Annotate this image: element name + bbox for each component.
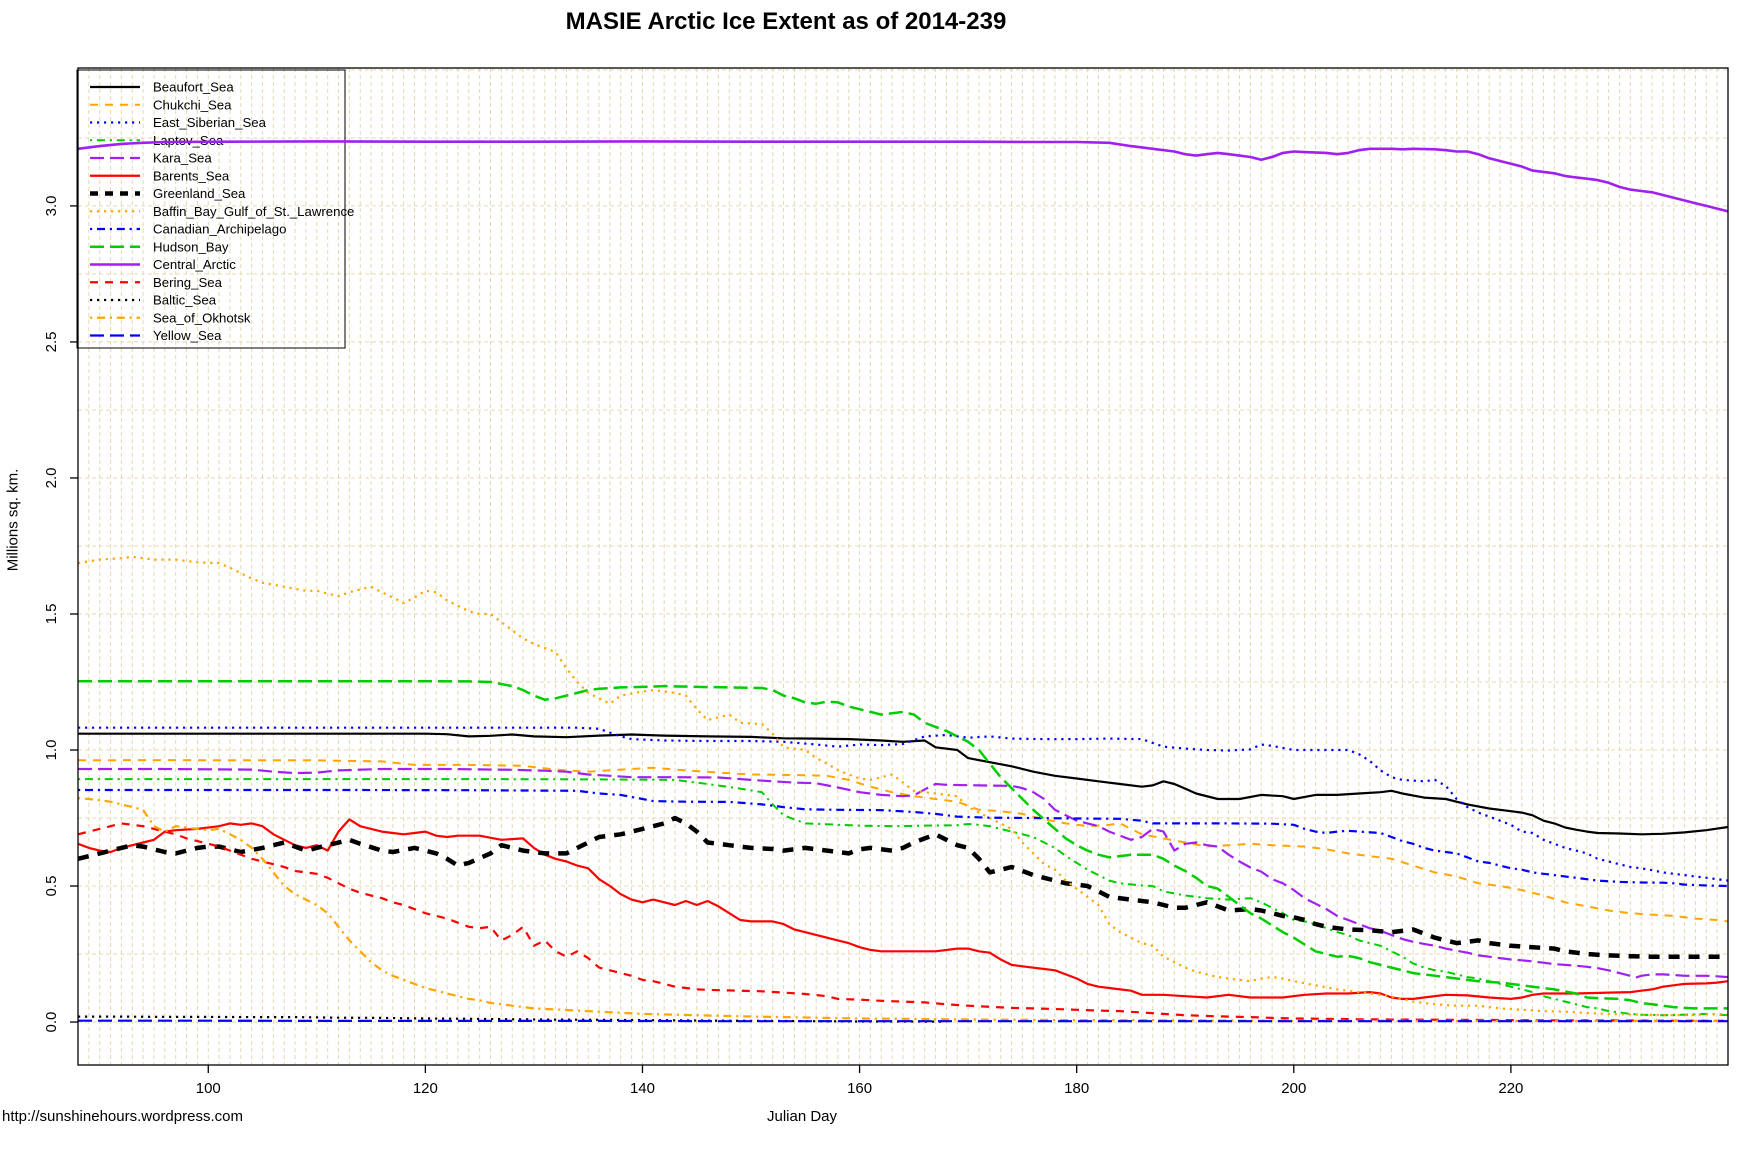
y-axis: 0.0 0.5 1.0 1.5 2.0 2.5 3.0 bbox=[43, 195, 78, 1032]
x-axis-label: Julian Day bbox=[766, 1108, 838, 1125]
series-Kara_Sea bbox=[78, 767, 1729, 979]
legend-label: Sea_of_Okhotsk bbox=[153, 310, 251, 325]
legend-label: Baffin_Bay_Gulf_of_St._Lawrence bbox=[153, 204, 354, 219]
series-Laptev_Sea bbox=[78, 778, 1729, 1017]
series-Baltic_Sea bbox=[78, 1015, 947, 1023]
legend-item-Baffin_Bay_Gulf_of_St._Lawrence: Baffin_Bay_Gulf_of_St._Lawrence bbox=[90, 204, 354, 219]
legend-item-Central_Arctic: Central_Arctic bbox=[90, 257, 236, 272]
x-tick-label: 140 bbox=[630, 1080, 655, 1097]
series-Hudson_Bay bbox=[78, 679, 1728, 1010]
plot-border bbox=[77, 67, 1729, 1066]
y-tick-label: 1.0 bbox=[43, 740, 60, 761]
legend-item-Beaufort_Sea: Beaufort_Sea bbox=[90, 80, 234, 95]
series-Central_Arctic bbox=[77, 140, 1729, 213]
legend-label: Kara_Sea bbox=[153, 151, 212, 166]
series-Sea_of_Okhotsk bbox=[77, 797, 1728, 1023]
y-tick-label: 3.0 bbox=[43, 195, 60, 216]
x-tick-label: 180 bbox=[1064, 1080, 1089, 1097]
legend-label: Yellow_Sea bbox=[153, 328, 222, 343]
grid bbox=[78, 68, 1728, 1065]
legend-item-Barents_Sea: Barents_Sea bbox=[90, 168, 230, 183]
legend-label: Bering_Sea bbox=[153, 275, 223, 290]
legend-item-Kara_Sea: Kara_Sea bbox=[90, 151, 212, 166]
series-Yellow_Sea bbox=[78, 1019, 1728, 1023]
legend: Beaufort_Sea Chukchi_Sea East_Siberian_Sea… bbox=[76, 69, 354, 349]
x-axis: 100 120 140 160 180 200 220 bbox=[196, 1065, 1523, 1097]
legend-item-Baltic_Sea: Baltic_Sea bbox=[90, 293, 217, 308]
x-tick-label: 200 bbox=[1281, 1080, 1306, 1097]
legend-label: Beaufort_Sea bbox=[153, 80, 234, 95]
series-Chukchi_Sea bbox=[77, 759, 1729, 923]
x-tick-label: 100 bbox=[196, 1080, 221, 1097]
source-url: http://sunshinehours.wordpress.com bbox=[2, 1108, 243, 1125]
y-tick-label: 2.5 bbox=[43, 332, 60, 353]
x-tick-label: 220 bbox=[1498, 1080, 1523, 1097]
legend-label: Canadian_Archipelago bbox=[153, 222, 286, 237]
legend-label: Chukchi_Sea bbox=[153, 97, 232, 112]
series-Beaufort_Sea bbox=[78, 732, 1729, 836]
legend-label: Baltic_Sea bbox=[153, 293, 217, 308]
x-tick-label: 120 bbox=[413, 1080, 438, 1097]
series-Baffin_Bay_Gulf_of_St._Lawrence bbox=[77, 555, 1729, 1017]
chart-title: MASIE Arctic Ice Extent as of 2014-239 bbox=[565, 8, 1007, 35]
legend-item-Canadian_Archipelago: Canadian_Archipelago bbox=[90, 222, 286, 237]
legend-item-Hudson_Bay: Hudson_Bay bbox=[90, 239, 229, 254]
x-tick-label: 160 bbox=[847, 1080, 872, 1097]
legend-label: Barents_Sea bbox=[153, 168, 230, 183]
y-tick-label: 1.5 bbox=[43, 604, 60, 625]
series-Greenland_Sea bbox=[77, 815, 1728, 959]
y-tick-label: 0.0 bbox=[43, 1012, 60, 1033]
legend-label: Laptev_Sea bbox=[153, 133, 224, 148]
series-lines bbox=[77, 140, 1729, 1023]
legend-item-Laptev_Sea: Laptev_Sea bbox=[90, 133, 224, 148]
legend-label: Hudson_Bay bbox=[153, 239, 229, 254]
legend-item-Bering_Sea: Bering_Sea bbox=[90, 275, 223, 290]
series-East_Siberian_Sea bbox=[78, 726, 1729, 882]
legend-label: Greenland_Sea bbox=[153, 186, 246, 201]
legend-label: Central_Arctic bbox=[153, 257, 236, 272]
legend-item-Yellow_Sea: Yellow_Sea bbox=[90, 328, 222, 343]
legend-item-Chukchi_Sea: Chukchi_Sea bbox=[90, 97, 232, 112]
legend-item-Greenland_Sea: Greenland_Sea bbox=[90, 186, 246, 201]
y-tick-label: 0.5 bbox=[43, 876, 60, 897]
series-Canadian_Archipelago bbox=[78, 788, 1729, 888]
legend-label: East_Siberian_Sea bbox=[153, 115, 267, 130]
legend-item-Sea_of_Okhotsk: Sea_of_Okhotsk bbox=[90, 310, 251, 325]
series-Bering_Sea bbox=[77, 822, 1728, 1022]
legend-item-East_Siberian_Sea: East_Siberian_Sea bbox=[90, 115, 267, 130]
y-tick-label: 2.0 bbox=[43, 468, 60, 489]
